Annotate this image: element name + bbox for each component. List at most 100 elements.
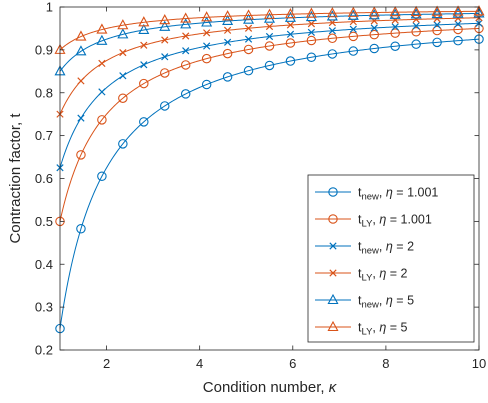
data-point: [349, 25, 357, 33]
legend-entry: tnew, η = 2: [315, 240, 414, 257]
y-axis-label: Contraction factor, t: [7, 113, 24, 244]
data-point: [284, 11, 296, 22]
legend: tnew, η = 1.001 tLY, η = 1.001 tnew, η = 2…: [307, 174, 475, 343]
data-point: [77, 114, 85, 122]
data-point: [284, 8, 296, 19]
data-point: [327, 49, 338, 59]
data-point: [391, 23, 399, 31]
data-point: [412, 22, 420, 30]
data-point: [180, 89, 191, 99]
legend-marker: [329, 242, 337, 250]
data-point: [306, 52, 317, 62]
legend-entry: tLY, η = 1.001: [315, 213, 432, 230]
legend-box: [307, 174, 475, 343]
data-point: [201, 53, 212, 64]
legend-label: tLY, η = 1.001: [358, 213, 432, 230]
data-point: [432, 25, 442, 36]
data-point: [265, 22, 274, 31]
data-point: [140, 41, 148, 49]
y-tick-label: 0.5: [35, 214, 53, 229]
x-axis-label: Condition number, κ: [203, 379, 338, 396]
data-point: [389, 6, 401, 17]
data-point: [452, 7, 464, 18]
data-point: [411, 27, 421, 37]
data-point: [264, 41, 275, 51]
data-point: [222, 72, 233, 82]
series-ly-eta-1_001: [55, 23, 484, 227]
legend-entry: tLY, η = 2: [315, 267, 408, 284]
legend-entry: tLY, η = 5: [315, 321, 408, 338]
data-point: [263, 8, 276, 19]
data-point: [76, 224, 86, 234]
legend-marker: [328, 187, 338, 197]
data-point: [348, 31, 359, 42]
legend-label: tnew, η = 2: [358, 240, 414, 257]
data-point: [201, 79, 212, 90]
legend-marker: [328, 214, 338, 224]
data-point: [161, 36, 169, 44]
data-point: [328, 19, 336, 27]
data-point: [454, 20, 462, 28]
data-point: [138, 16, 150, 27]
series-ly-eta-2: [56, 14, 483, 118]
data-point: [159, 20, 171, 31]
data-point: [160, 68, 170, 78]
data-point: [119, 72, 127, 80]
data-point: [285, 56, 296, 66]
data-point: [244, 35, 253, 43]
data-point: [201, 11, 213, 22]
data-point: [369, 43, 379, 54]
data-point: [97, 115, 107, 125]
data-point: [139, 78, 149, 89]
legend-label: tLY, η = 2: [358, 267, 408, 284]
data-point: [433, 21, 441, 29]
legend-entry: tnew, η = 5: [315, 294, 414, 311]
axes-layer: 2 4 6 8 10 0.2 0.3 0.4 0.5 0.6 0.7 0.8 0.9 1: [35, 0, 486, 371]
data-point: [432, 37, 442, 48]
data-point: [96, 34, 108, 45]
x-tick-label: 8: [382, 356, 389, 371]
data-point: [98, 88, 106, 96]
series-line: [59, 38, 480, 329]
x-tick-label: 10: [472, 356, 486, 371]
data-point: [119, 48, 127, 57]
data-point: [180, 18, 192, 29]
y-tick-label: 0.7: [35, 128, 53, 143]
x-tick-label: 4: [196, 356, 203, 371]
legend-label: tnew, η = 1.001: [358, 186, 438, 203]
data-point: [453, 24, 463, 35]
data-point: [327, 33, 338, 44]
data-point: [412, 15, 420, 24]
data-point: [159, 14, 171, 25]
data-point: [96, 23, 108, 34]
data-point: [305, 10, 317, 22]
data-point: [348, 46, 359, 56]
data-point: [347, 9, 359, 20]
data-point: [433, 15, 441, 23]
series-line: [59, 10, 480, 51]
data-point: [182, 47, 190, 55]
y-tick-label: 0.2: [35, 343, 53, 358]
data-point: [389, 8, 401, 19]
data-point: [265, 32, 274, 41]
data-point: [286, 21, 295, 29]
data-point: [182, 32, 190, 40]
data-point: [452, 5, 464, 16]
data-point: [75, 45, 87, 56]
data-point: [76, 150, 86, 160]
data-point: [223, 38, 232, 46]
data-point: [368, 9, 380, 20]
data-point: [180, 12, 192, 23]
legend-entry: tnew, η = 1.001: [315, 186, 438, 203]
data-point: [305, 7, 317, 18]
data-point: [244, 24, 253, 32]
data-point: [117, 19, 129, 30]
data-point: [118, 139, 128, 149]
data-point: [97, 171, 107, 181]
data-point: [203, 29, 211, 37]
data-point: [243, 9, 255, 20]
data-point: [140, 61, 148, 69]
y-tick-label: 0.8: [35, 85, 53, 100]
y-tick-label: 0.3: [35, 300, 53, 315]
